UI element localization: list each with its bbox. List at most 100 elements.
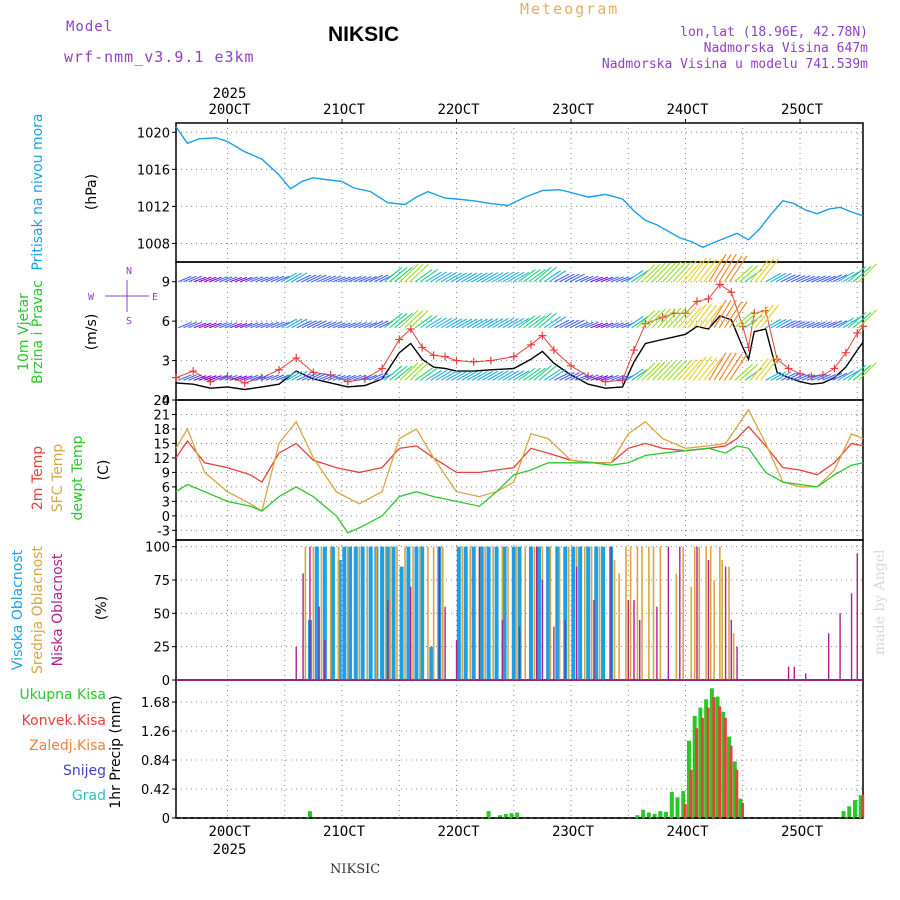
wind-direction-arrow xyxy=(348,276,362,283)
precip-legend-item: Konvek.Kisa xyxy=(22,713,106,729)
cloud-bar-0 xyxy=(571,546,576,680)
cloud-bar-2 xyxy=(827,633,830,680)
cloud-bar-1 xyxy=(389,546,391,680)
temp-series-line-0 xyxy=(175,425,864,484)
wind-direction-arrow xyxy=(533,365,552,381)
cloud-bar-0 xyxy=(429,646,434,680)
cloud-bar-0 xyxy=(594,546,599,680)
cloud-bar-2 xyxy=(610,546,612,680)
wind-direction-arrow xyxy=(822,374,836,381)
wind-direction-arrow xyxy=(729,353,748,381)
wind-direction-arrow xyxy=(631,269,649,283)
wind-direction-arrow xyxy=(425,317,442,329)
precip-conv-bar xyxy=(740,802,744,818)
cloud-bar-0 xyxy=(360,546,365,680)
wind-direction-arrow xyxy=(265,374,280,381)
wind-direction-arrow xyxy=(337,322,351,329)
pressure-ytick-label: 1008 xyxy=(137,237,170,252)
wind-direction-arrow xyxy=(687,356,707,381)
cloud-bar-1 xyxy=(598,546,601,680)
wind-direction-arrow xyxy=(482,272,499,283)
cloud-bar-0 xyxy=(353,546,358,680)
wind-direction-arrow xyxy=(548,316,567,329)
cloud-bar-0 xyxy=(517,546,522,680)
cloud-bar-1 xyxy=(375,546,378,680)
precip-ylabel: 1hr Precip (mm) xyxy=(108,695,124,808)
wind-direction-arrow xyxy=(198,276,212,283)
wind-direction-arrow xyxy=(492,317,509,329)
wind-direction-arrow xyxy=(476,272,494,283)
wind-direction-arrow xyxy=(487,272,504,283)
cloud-bar-0 xyxy=(479,546,484,680)
wind-direction-arrow xyxy=(471,318,488,329)
wind-direction-arrow xyxy=(662,307,682,329)
wind-direction-arrow xyxy=(306,274,322,283)
wind-direction-arrow xyxy=(837,370,855,381)
wind-direction-arrow xyxy=(414,269,433,283)
wind-direction-arrow xyxy=(337,276,351,283)
cloud-bar-1 xyxy=(558,546,561,680)
cloud-bar-2 xyxy=(410,586,412,680)
precip-total-bar xyxy=(858,795,863,818)
wind-direction-arrow xyxy=(616,276,630,283)
cloud-bar-1 xyxy=(304,546,307,680)
compass-e-label: E xyxy=(152,292,158,303)
header-product: Meteogram xyxy=(520,0,620,18)
wind-direction-arrow xyxy=(409,362,429,381)
wind-direction-arrow xyxy=(641,309,661,329)
temperature-panel-frame xyxy=(175,399,864,541)
wind-direction-arrow xyxy=(693,303,712,329)
precip-total-bar xyxy=(669,791,674,818)
footer-credit: made by Angel xyxy=(872,549,888,656)
cloud-bar-0 xyxy=(494,546,499,680)
wind-direction-arrow xyxy=(409,263,429,283)
wind-direction-arrow xyxy=(409,309,429,329)
wind-direction-arrow xyxy=(239,375,253,381)
temp-title-sfc: SFC Temp xyxy=(50,444,66,513)
wind-direction-arrow xyxy=(224,322,238,329)
wind-direction-arrow xyxy=(616,322,630,329)
wind-direction-arrow xyxy=(399,263,419,283)
precip-conv-bar xyxy=(729,745,733,818)
wind-direction-arrow xyxy=(239,276,253,283)
wind-direction-arrow xyxy=(270,275,285,283)
wind-direction-arrow xyxy=(404,263,424,283)
wind-direction-arrow xyxy=(528,367,546,381)
wind-direction-arrow xyxy=(765,272,782,283)
cloud-bar-2 xyxy=(696,546,698,680)
wind-direction-arrow xyxy=(579,321,594,329)
wind-direction-arrow xyxy=(590,322,603,329)
wind-direction-arrow xyxy=(811,321,826,329)
wind-direction-arrow xyxy=(626,368,644,381)
wind-direction-arrow xyxy=(682,260,702,283)
cloud-bar-0 xyxy=(406,546,411,680)
wind-direction-arrow xyxy=(816,321,831,329)
wind-direction-arrow xyxy=(394,365,413,381)
wind-direction-arrow xyxy=(281,272,298,283)
cloud-bar-0 xyxy=(330,546,335,680)
wind-direction-arrow xyxy=(657,308,677,329)
cloud-bar-1 xyxy=(567,546,570,680)
wind-direction-arrow xyxy=(255,276,269,283)
cloud-bar-2 xyxy=(850,593,853,680)
precip-conv-bar xyxy=(861,795,865,818)
cloud-bar-0 xyxy=(380,546,385,680)
temp-title-dewpt: dewpt Temp xyxy=(70,435,86,520)
temperature-ytick-label: 6 xyxy=(162,481,170,496)
cloud-bar-2 xyxy=(302,573,304,680)
wind-direction-arrow xyxy=(440,271,458,283)
wind-direction-arrow xyxy=(610,322,624,329)
wind-direction-arrow xyxy=(564,273,580,283)
cloud-bar-0 xyxy=(414,546,419,680)
wind-direction-arrow xyxy=(559,319,575,329)
wind-direction-arrow xyxy=(667,261,687,283)
cloud-bar-0 xyxy=(586,546,591,680)
wind-direction-arrow xyxy=(219,374,233,381)
clouds-ytick-label: 50 xyxy=(153,607,170,622)
precip-total-bar xyxy=(503,813,508,818)
wind-direction-arrow xyxy=(291,371,308,381)
cloud-bar-0 xyxy=(578,546,583,680)
wind-direction-arrow xyxy=(538,266,557,283)
wind-direction-arrow xyxy=(327,275,342,283)
wind-direction-arrow xyxy=(713,299,732,329)
